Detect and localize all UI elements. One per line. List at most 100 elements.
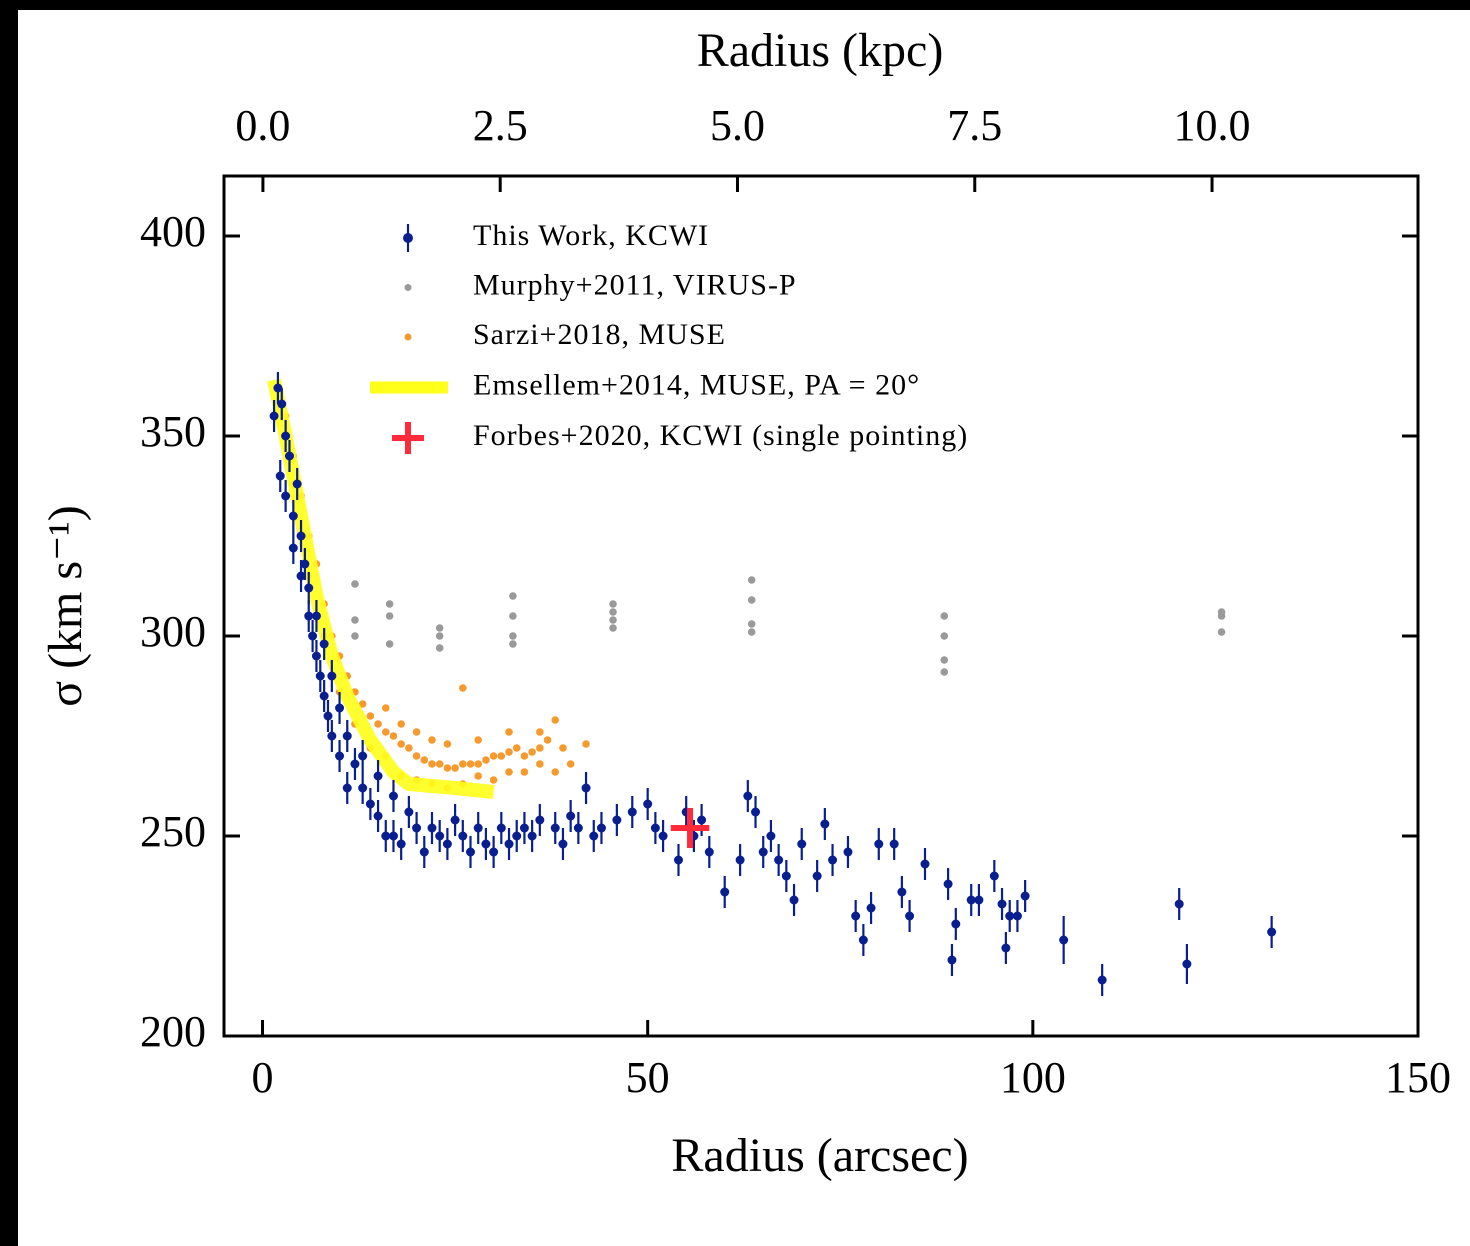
point xyxy=(273,383,283,393)
point xyxy=(1217,628,1226,636)
point xyxy=(520,768,529,776)
point xyxy=(747,628,756,636)
point xyxy=(519,823,529,833)
point xyxy=(781,871,791,881)
point xyxy=(720,887,730,897)
point xyxy=(385,600,394,608)
point xyxy=(474,736,483,744)
point xyxy=(573,823,583,833)
point xyxy=(389,732,398,740)
point xyxy=(358,783,368,793)
point xyxy=(789,895,799,905)
point xyxy=(947,955,957,965)
point xyxy=(443,740,452,748)
point xyxy=(466,760,475,768)
point xyxy=(397,740,405,748)
x2-tick-label: 7.5 xyxy=(947,101,1002,150)
point xyxy=(627,807,637,817)
point xyxy=(442,839,452,849)
point xyxy=(277,399,287,409)
point xyxy=(558,839,568,849)
point xyxy=(920,859,930,869)
point xyxy=(435,632,444,640)
point xyxy=(589,831,599,841)
point xyxy=(315,671,325,681)
point xyxy=(1001,943,1011,953)
point xyxy=(528,748,536,756)
point xyxy=(396,839,406,849)
x2-axis-label: Radius (kpc) xyxy=(697,24,944,77)
point xyxy=(428,736,436,744)
point xyxy=(385,612,394,620)
point xyxy=(820,819,830,829)
point xyxy=(512,831,522,841)
point xyxy=(673,855,683,865)
point xyxy=(989,871,999,881)
point xyxy=(327,731,337,741)
point xyxy=(451,764,459,772)
point xyxy=(435,624,444,632)
point xyxy=(474,772,483,780)
y-tick-label: 200 xyxy=(140,1007,206,1056)
point xyxy=(304,611,314,621)
point xyxy=(304,583,314,593)
point xyxy=(704,847,714,857)
point xyxy=(435,644,444,652)
point xyxy=(435,760,444,768)
legend-marker xyxy=(404,284,412,291)
y-axis-label: σ (km s⁻¹) xyxy=(39,505,92,707)
legend-marker xyxy=(392,422,424,454)
point xyxy=(889,839,899,849)
point xyxy=(828,855,838,865)
point xyxy=(412,752,421,760)
point xyxy=(335,751,345,761)
point xyxy=(874,839,884,849)
point xyxy=(1097,975,1107,985)
point xyxy=(288,511,298,521)
background xyxy=(18,10,1470,1246)
point xyxy=(858,935,868,945)
point xyxy=(335,703,345,713)
legend-label: This Work, KCWI xyxy=(473,219,709,252)
point xyxy=(381,704,390,712)
x-tick-label: 50 xyxy=(626,1053,670,1102)
point xyxy=(609,624,617,632)
point xyxy=(797,839,807,849)
point xyxy=(269,411,279,421)
point xyxy=(275,471,285,481)
point xyxy=(559,744,567,752)
point xyxy=(292,479,302,489)
point xyxy=(747,620,756,628)
point xyxy=(940,656,949,664)
point xyxy=(582,740,590,748)
point xyxy=(351,580,359,588)
point xyxy=(374,720,382,728)
point xyxy=(458,831,468,841)
point xyxy=(489,752,498,760)
point xyxy=(466,847,476,857)
point xyxy=(311,651,321,661)
point xyxy=(1217,612,1226,620)
point xyxy=(351,616,359,624)
point xyxy=(450,815,460,825)
x2-tick-label: 10.0 xyxy=(1174,101,1251,150)
point xyxy=(1182,959,1192,969)
point xyxy=(288,543,298,553)
point xyxy=(951,919,961,929)
point xyxy=(843,847,853,857)
point xyxy=(504,839,514,849)
point xyxy=(358,700,367,708)
point xyxy=(381,728,390,736)
point xyxy=(296,531,306,541)
point xyxy=(300,559,310,569)
point xyxy=(1267,927,1277,937)
y-tick-label: 300 xyxy=(140,607,206,656)
point xyxy=(543,736,552,744)
point xyxy=(319,691,329,701)
point xyxy=(658,831,668,841)
point xyxy=(311,611,321,621)
point xyxy=(1059,935,1069,945)
point xyxy=(296,571,306,581)
point xyxy=(581,783,591,793)
legend-label: Forbes+2020, KCWI (single pointing) xyxy=(473,419,968,452)
